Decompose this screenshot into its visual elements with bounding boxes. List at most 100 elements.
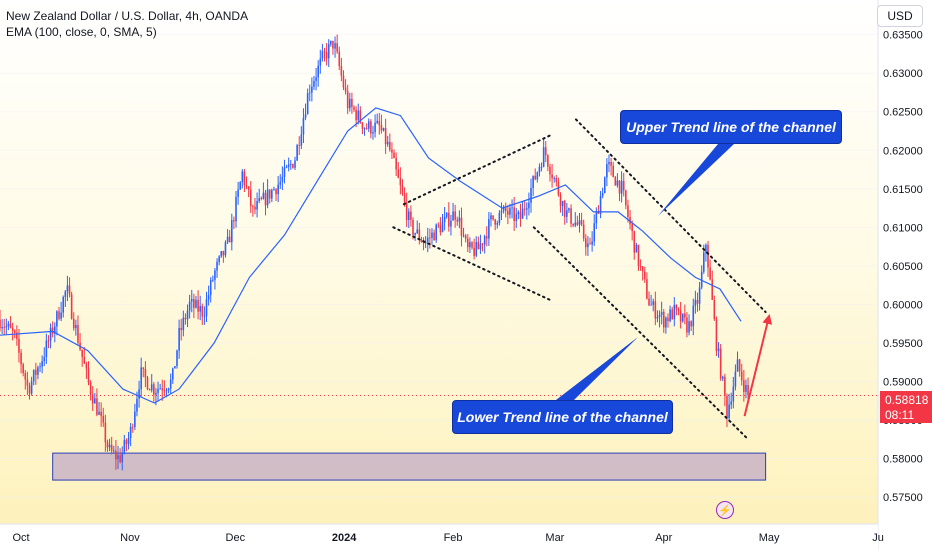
candle-body [460,217,463,236]
time-axis-ticks: Oct Nov Dec 2024 Feb Mar Apr May Ju [13,532,884,544]
candle-body [13,330,16,333]
candle-body [498,212,501,223]
candle-body [176,350,178,367]
candle-body [26,379,29,386]
candle-body [429,237,431,239]
candle-body [450,220,452,227]
candle-body [75,324,77,329]
candle-body [39,366,41,368]
candle-body [28,385,31,394]
candle-body [134,411,136,427]
y-tick-label: 0.59500 [883,338,923,350]
currency-button[interactable]: USD [877,5,923,27]
candle-body [452,211,454,221]
candle-body [658,314,661,318]
candle-body [110,444,113,451]
candle-body [51,327,54,334]
candle-body [730,401,732,405]
candle-body [180,328,183,331]
candle-body [220,251,223,257]
candle-body [403,193,406,203]
candle-body [559,194,562,206]
candle-body [49,327,52,341]
candle-body [692,305,695,327]
candle-body [561,201,564,206]
candle-body [745,384,747,392]
candle-body [300,134,303,146]
time-scale-background [0,524,878,550]
candle-body [713,299,716,319]
candle-body [591,241,593,245]
candle-body [161,388,164,391]
candle-body [631,224,633,232]
candle-body [157,388,159,393]
candle-body [509,208,511,215]
candle-body [384,128,387,145]
candle-body [694,299,697,306]
candle-body [18,338,20,353]
candle-body [266,189,269,206]
y-tick-label: 0.60500 [883,261,923,273]
candle-body [433,232,435,241]
lightning-icon[interactable]: ⚡ [716,501,734,519]
candle-body [532,175,534,188]
candle-body [610,161,612,166]
x-tick-label: May [759,532,780,544]
candle-body [308,92,311,94]
candle-body [150,384,153,391]
candle-body [209,280,212,296]
candle-body [490,215,492,220]
candle-body [622,180,625,191]
candle-body [123,440,126,453]
candle-body [422,241,425,244]
lower-trendline-callout[interactable]: Lower Trend line of the channel [452,400,673,434]
candle-body [475,242,478,256]
candle-body [572,223,574,226]
candle-body [732,386,735,402]
candle-body [445,212,448,217]
candle-body [410,211,412,220]
candle-body [319,58,322,66]
candle-body [315,77,317,81]
symbol-title[interactable]: New Zealand Dollar / U.S. Dollar, 4h, OA… [6,9,249,23]
trend-lines[interactable] [392,118,773,441]
candle-body [662,312,665,328]
upper-trendline-callout[interactable]: Upper Trend line of the channel [620,110,842,144]
candle-body [547,155,549,167]
candle-body [237,189,239,197]
candle-body [511,207,513,209]
channel-lower-trendline [532,226,750,441]
candle-body [89,382,92,395]
candle-body [140,367,142,390]
candle-body [462,235,465,237]
candle-body [553,178,555,179]
candle-body [703,252,705,272]
upper-callout-pointer [658,144,734,216]
candle-body [551,174,553,179]
candle-body [249,189,252,206]
candle-body [11,327,14,331]
candle-body [426,237,429,242]
candle-body [555,178,558,182]
candle-body [285,166,288,168]
candle-body [214,270,216,280]
candle-body [58,311,60,319]
candle-body [507,211,509,215]
candle-body [412,219,414,235]
candle-body [601,193,604,197]
candle-body [589,243,591,245]
candle-body [376,120,378,123]
candle-body [96,398,98,415]
candle-body [747,384,749,395]
y-tick-label: 0.57500 [883,492,923,504]
candle-body [519,212,522,219]
candle-body [709,267,711,280]
candle-body [85,363,88,369]
candle-body [673,305,676,320]
x-tick-label: 2024 [332,532,357,544]
candle-body [608,161,610,165]
indicator-label[interactable]: EMA (100, close, 0, SMA, 5) [6,25,157,39]
candle-body [7,323,10,327]
candle-body [163,390,166,392]
